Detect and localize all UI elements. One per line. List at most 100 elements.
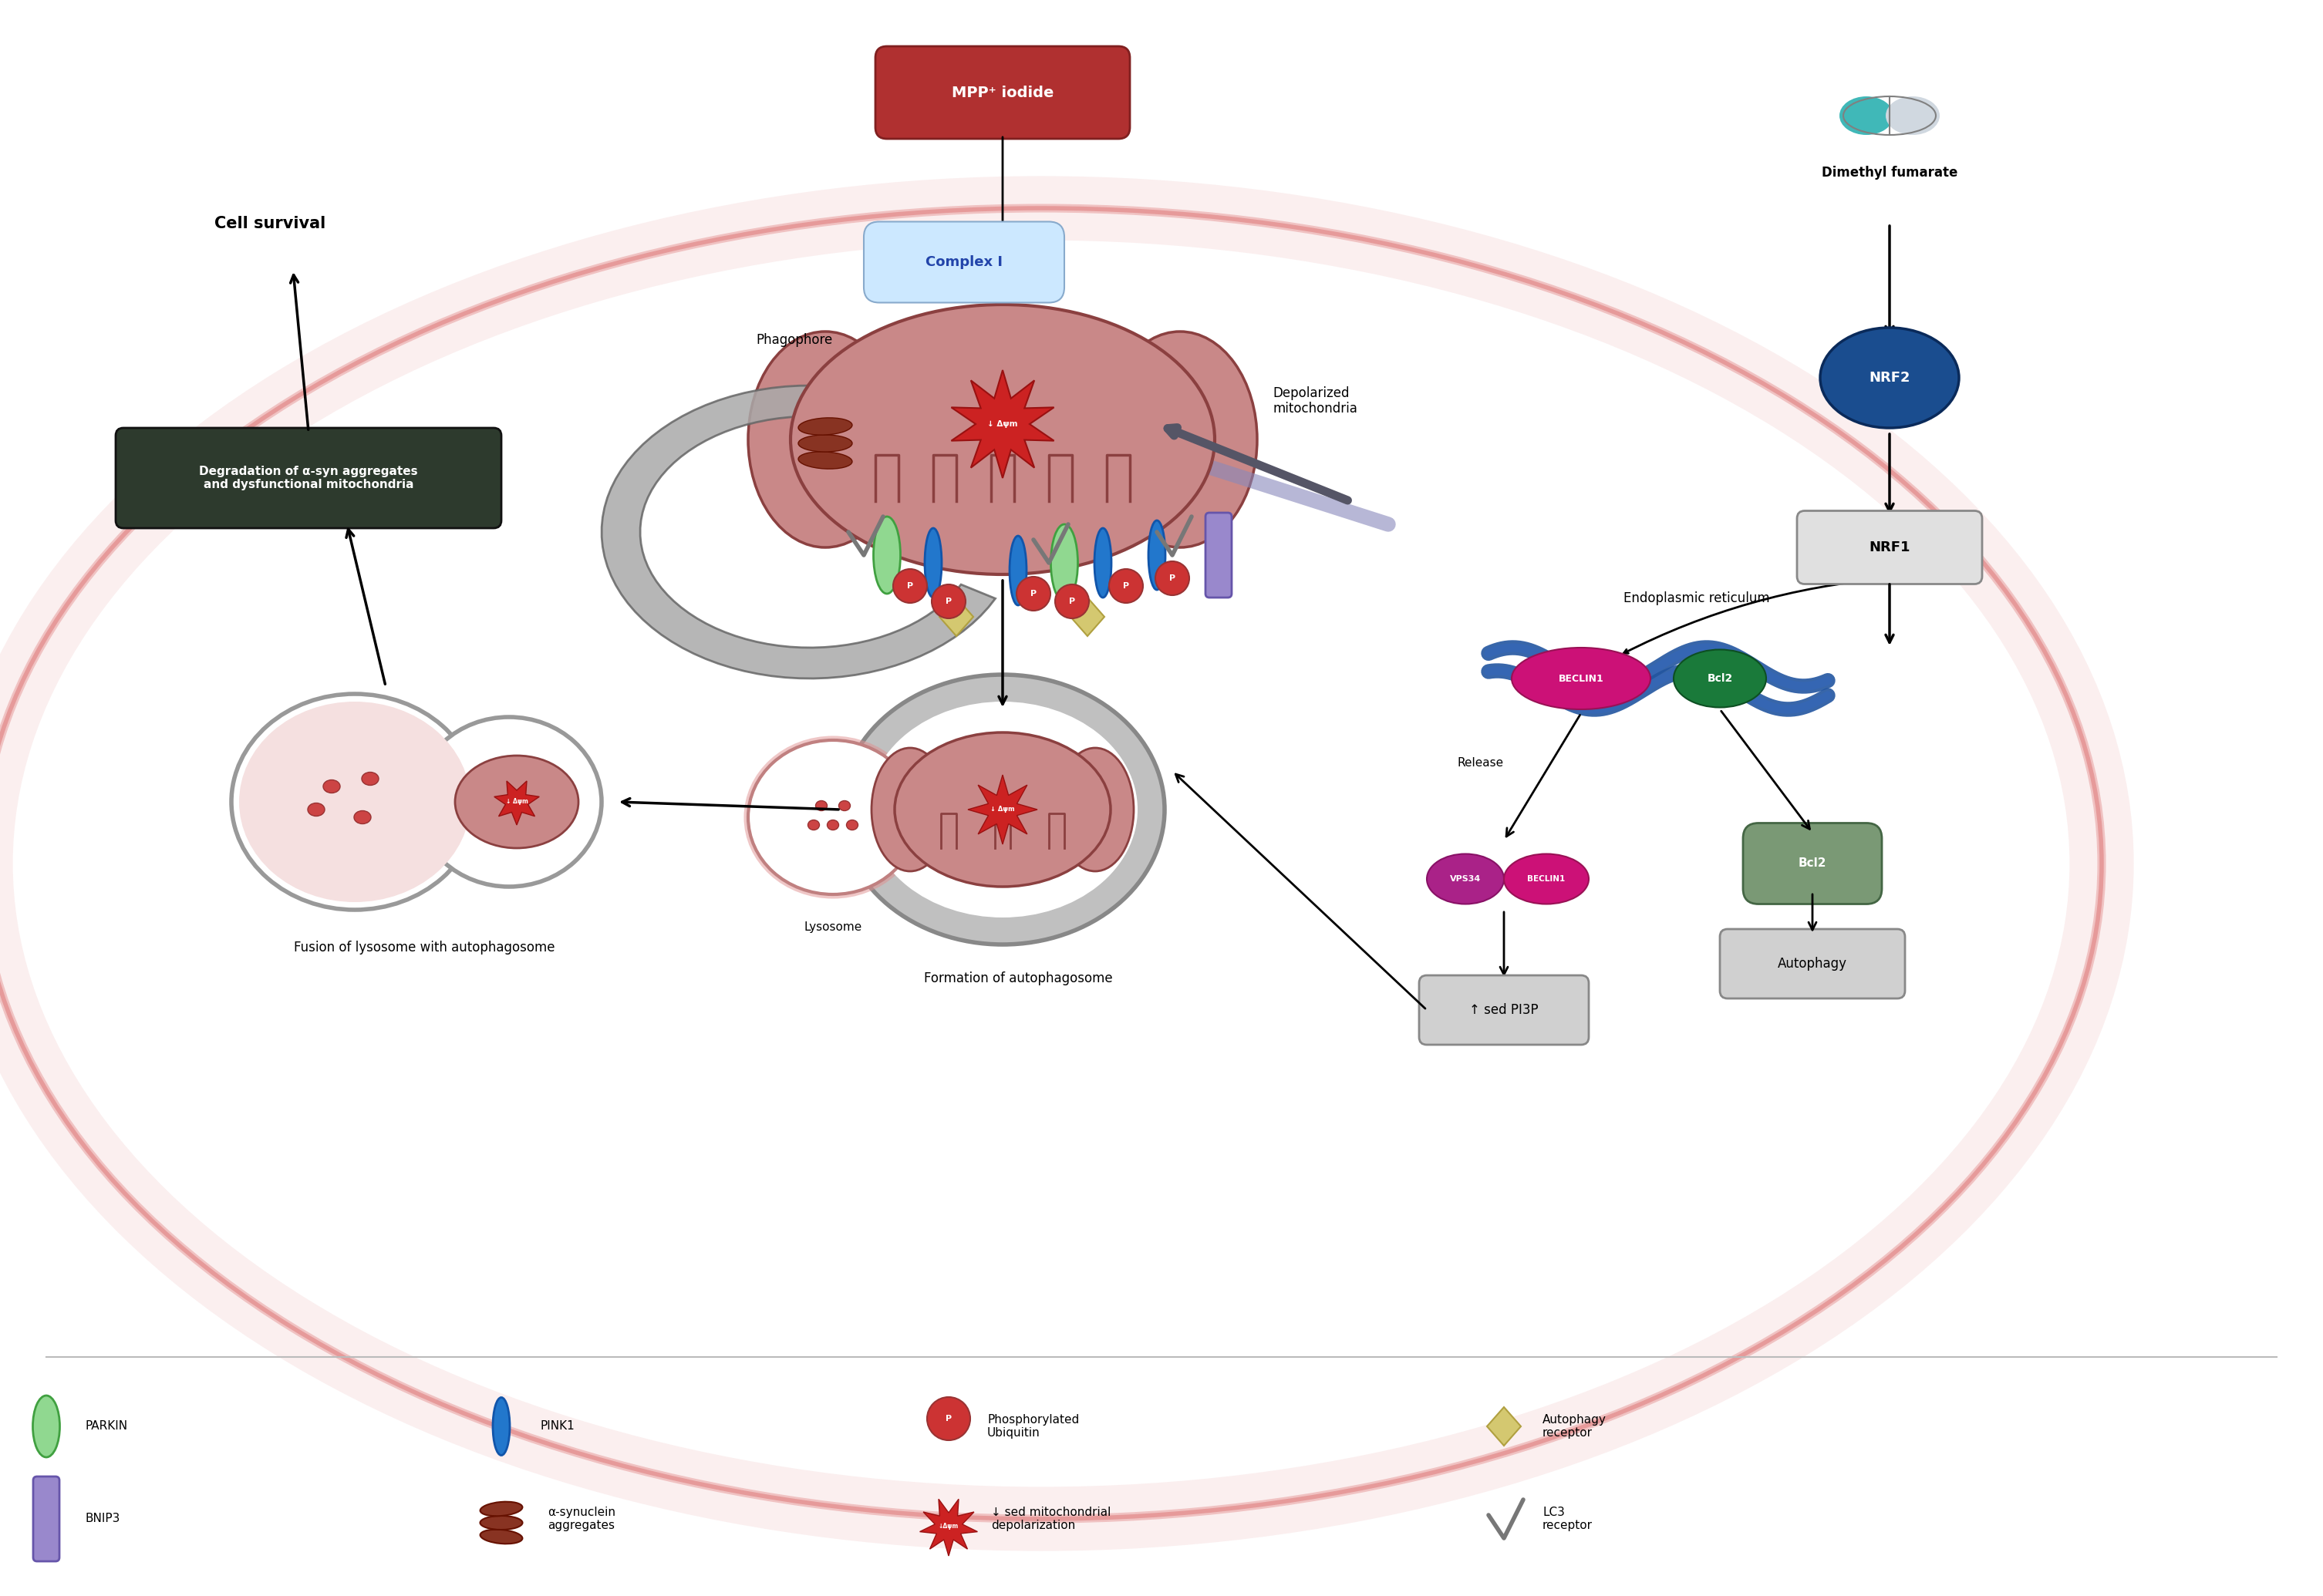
Ellipse shape — [871, 749, 948, 871]
Polygon shape — [920, 1499, 978, 1556]
Ellipse shape — [841, 675, 1164, 945]
Text: PARKIN: PARKIN — [86, 1420, 128, 1432]
Ellipse shape — [481, 1516, 523, 1529]
FancyBboxPatch shape — [1798, 511, 1982, 584]
Text: P: P — [945, 597, 952, 605]
Text: MPP⁺ iodide: MPP⁺ iodide — [952, 85, 1055, 101]
Text: Complex I: Complex I — [925, 255, 1004, 270]
Ellipse shape — [799, 418, 853, 436]
Text: P: P — [1122, 583, 1129, 591]
Ellipse shape — [748, 741, 918, 894]
Polygon shape — [938, 597, 973, 637]
Ellipse shape — [239, 702, 472, 902]
Circle shape — [932, 584, 966, 618]
Ellipse shape — [1503, 854, 1589, 903]
Ellipse shape — [232, 694, 479, 910]
Text: PINK1: PINK1 — [539, 1420, 574, 1432]
Text: ↓ Δψm: ↓ Δψm — [987, 420, 1017, 428]
Text: BECLIN1: BECLIN1 — [1526, 875, 1566, 883]
Ellipse shape — [481, 1529, 523, 1543]
FancyBboxPatch shape — [116, 428, 502, 528]
Polygon shape — [495, 780, 539, 825]
FancyBboxPatch shape — [1742, 824, 1882, 903]
Text: BECLIN1: BECLIN1 — [1559, 674, 1603, 683]
Polygon shape — [1071, 597, 1103, 637]
Ellipse shape — [1094, 528, 1110, 597]
Polygon shape — [952, 370, 1055, 479]
Ellipse shape — [873, 517, 901, 594]
Ellipse shape — [455, 755, 578, 847]
FancyBboxPatch shape — [864, 222, 1064, 303]
Circle shape — [927, 1396, 971, 1440]
Circle shape — [1155, 562, 1189, 595]
Text: P: P — [1069, 597, 1076, 605]
Ellipse shape — [1840, 96, 1893, 136]
FancyBboxPatch shape — [1719, 929, 1905, 999]
Ellipse shape — [1057, 749, 1134, 871]
Text: P: P — [945, 1414, 952, 1422]
Text: Autophagy
receptor: Autophagy receptor — [1542, 1414, 1608, 1440]
Circle shape — [1017, 576, 1050, 611]
Text: Lysosome: Lysosome — [804, 921, 862, 934]
Text: Formation of autophagosome: Formation of autophagosome — [925, 972, 1113, 985]
FancyBboxPatch shape — [33, 1476, 60, 1561]
Ellipse shape — [1050, 525, 1078, 602]
Text: NRF1: NRF1 — [1870, 541, 1910, 554]
Ellipse shape — [1821, 327, 1958, 428]
Text: NRF2: NRF2 — [1870, 370, 1910, 385]
Text: Autophagy: Autophagy — [1777, 958, 1847, 970]
Ellipse shape — [799, 434, 853, 452]
Ellipse shape — [815, 801, 827, 811]
Ellipse shape — [33, 1395, 60, 1457]
Ellipse shape — [481, 1502, 523, 1516]
Text: ↑ sed PI3P: ↑ sed PI3P — [1470, 1004, 1538, 1017]
Ellipse shape — [869, 702, 1138, 918]
Ellipse shape — [19, 247, 2063, 1481]
Ellipse shape — [353, 811, 372, 824]
Ellipse shape — [894, 733, 1110, 887]
FancyBboxPatch shape — [876, 46, 1129, 139]
FancyBboxPatch shape — [1206, 512, 1231, 597]
Ellipse shape — [1148, 520, 1166, 591]
Text: Endoplasmic reticulum: Endoplasmic reticulum — [1624, 592, 1770, 605]
Text: Bcl2: Bcl2 — [1798, 857, 1826, 870]
Ellipse shape — [748, 332, 901, 547]
Text: Cell survival: Cell survival — [214, 215, 325, 231]
Text: α-synuclein
aggregates: α-synuclein aggregates — [548, 1507, 616, 1532]
Text: Release: Release — [1457, 758, 1503, 769]
Ellipse shape — [307, 803, 325, 816]
Ellipse shape — [416, 717, 602, 887]
Ellipse shape — [492, 1398, 509, 1456]
Circle shape — [892, 570, 927, 603]
Polygon shape — [1487, 1408, 1522, 1446]
Ellipse shape — [1011, 536, 1027, 605]
Ellipse shape — [1673, 650, 1765, 707]
Text: BNIP3: BNIP3 — [86, 1513, 121, 1524]
Ellipse shape — [362, 772, 379, 785]
Text: Fusion of lysosome with autophagosome: Fusion of lysosome with autophagosome — [293, 940, 555, 954]
Text: P: P — [1031, 591, 1036, 597]
Text: Degradation of α-syn aggregates
and dysfunctional mitochondria: Degradation of α-syn aggregates and dysf… — [200, 466, 418, 490]
FancyBboxPatch shape — [1419, 975, 1589, 1045]
Circle shape — [1108, 570, 1143, 603]
Ellipse shape — [790, 305, 1215, 575]
Ellipse shape — [1426, 854, 1503, 903]
Ellipse shape — [839, 801, 850, 811]
Ellipse shape — [799, 452, 853, 469]
Ellipse shape — [808, 820, 820, 830]
Text: Phagophore: Phagophore — [755, 334, 832, 346]
Text: Bcl2: Bcl2 — [1707, 674, 1733, 685]
Polygon shape — [602, 386, 994, 678]
Text: P: P — [1168, 575, 1175, 583]
Text: LC3
receptor: LC3 receptor — [1542, 1507, 1594, 1532]
Text: VPS34: VPS34 — [1450, 875, 1480, 883]
Text: Phosphorylated
Ubiquitin: Phosphorylated Ubiquitin — [987, 1414, 1080, 1440]
Text: Dimethyl fumarate: Dimethyl fumarate — [1821, 166, 1958, 180]
Ellipse shape — [1103, 332, 1257, 547]
Ellipse shape — [827, 820, 839, 830]
Ellipse shape — [846, 820, 857, 830]
Ellipse shape — [1886, 96, 1940, 136]
Ellipse shape — [925, 528, 941, 597]
Text: ↓ sed mitochondrial
depolarization: ↓ sed mitochondrial depolarization — [992, 1507, 1110, 1532]
Text: Depolarized
mitochondria: Depolarized mitochondria — [1273, 386, 1357, 417]
